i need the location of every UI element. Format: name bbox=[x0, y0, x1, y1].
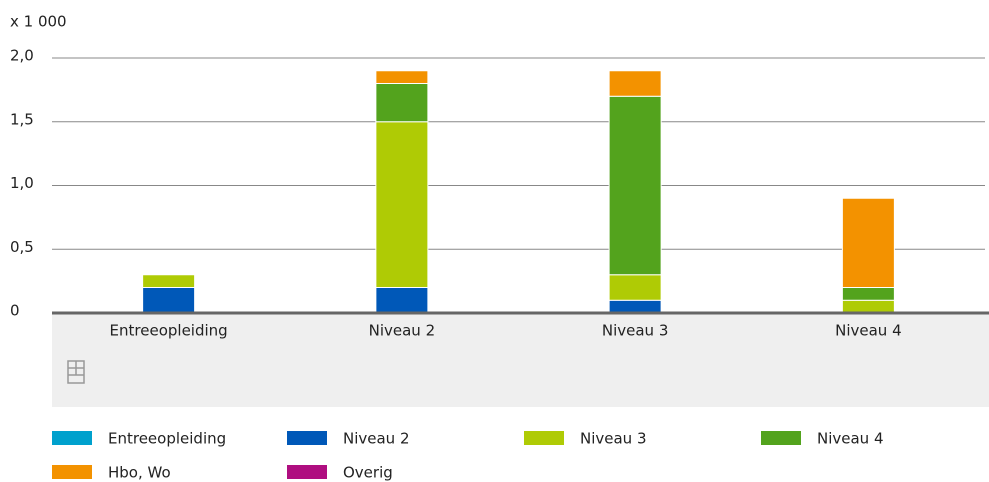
bar-segment bbox=[608, 274, 662, 301]
legend-label: Niveau 3 bbox=[580, 430, 647, 448]
x-axis-area bbox=[52, 313, 989, 407]
y-tick-label: 0,5 bbox=[10, 238, 34, 256]
y-tick-label: 0 bbox=[10, 302, 20, 320]
legend-swatch bbox=[761, 431, 801, 445]
bar-segment bbox=[841, 299, 895, 314]
bar-segment bbox=[608, 299, 662, 314]
bar-segment bbox=[608, 70, 662, 97]
bar-segment bbox=[375, 287, 429, 314]
x-tick-label: Niveau 2 bbox=[369, 322, 436, 340]
bar-segment bbox=[375, 121, 429, 288]
legend-label: Niveau 4 bbox=[817, 430, 884, 448]
x-tick-label: Niveau 4 bbox=[835, 322, 902, 340]
legend-label: Overig bbox=[343, 464, 393, 482]
legend-label: Hbo, Wo bbox=[108, 464, 171, 482]
bar-segment bbox=[608, 95, 662, 276]
x-tick-label: Niveau 3 bbox=[602, 322, 669, 340]
bar-segment bbox=[375, 83, 429, 123]
legend-swatch bbox=[524, 431, 564, 445]
logo bbox=[67, 360, 85, 384]
bar-segment bbox=[375, 70, 429, 84]
bar-segment bbox=[841, 287, 895, 301]
y-tick-label: 2,0 bbox=[10, 47, 34, 65]
legend-swatch bbox=[287, 465, 327, 479]
x-tick-label: Entreeopleiding bbox=[110, 322, 228, 340]
y-axis-label: x 1 000 bbox=[10, 13, 67, 31]
legend-label: Entreeopleiding bbox=[108, 430, 226, 448]
y-tick-label: 1,5 bbox=[10, 110, 34, 128]
bar-segment bbox=[841, 197, 895, 288]
y-tick-label: 1,0 bbox=[10, 174, 34, 192]
bar-segment bbox=[142, 274, 196, 288]
legend-swatch bbox=[52, 465, 92, 479]
legend-label: Niveau 2 bbox=[343, 430, 410, 448]
legend-swatch bbox=[287, 431, 327, 445]
legend-swatch bbox=[52, 431, 92, 445]
bar-segment bbox=[142, 287, 196, 314]
